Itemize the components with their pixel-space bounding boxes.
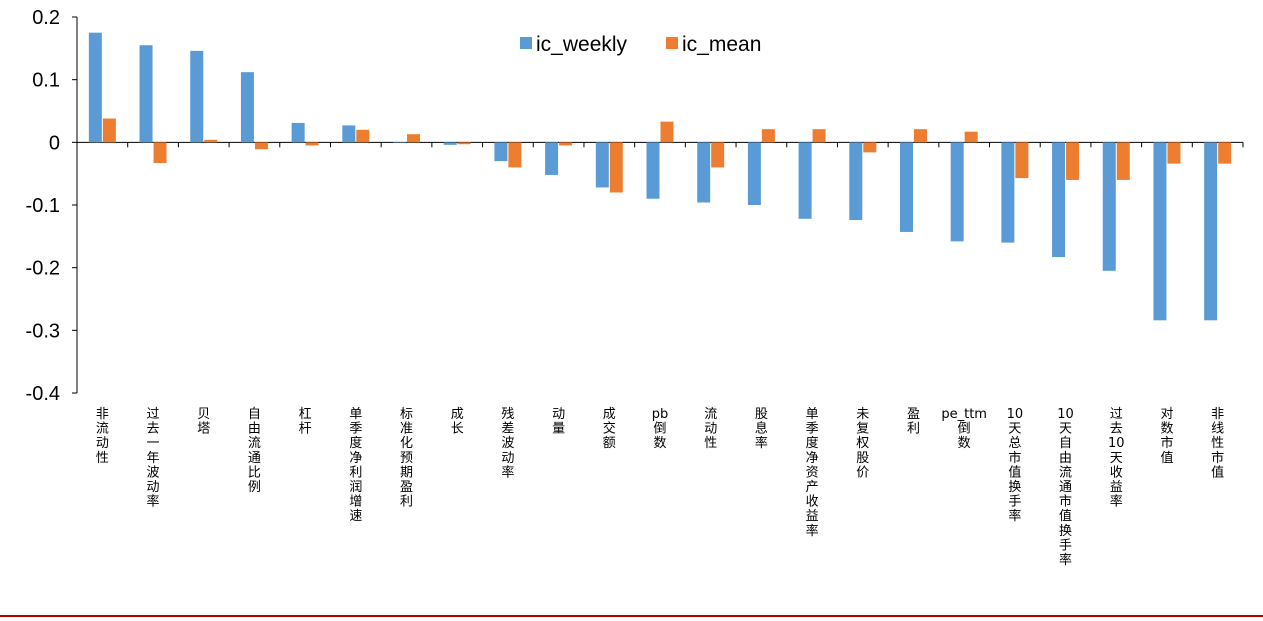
bar-ic_mean [913, 129, 927, 143]
bar-ic_weekly [1204, 142, 1218, 321]
bar-ic_weekly [798, 142, 812, 219]
bar-ic_mean [761, 129, 775, 143]
bar-ic_weekly [1153, 142, 1167, 321]
bar-ic_mean [407, 134, 421, 143]
bar-ic_weekly [545, 142, 559, 175]
y-tick-label: -0.2 [26, 258, 60, 280]
bar-ic_mean [964, 131, 978, 143]
bar-ic_weekly [697, 142, 711, 203]
legend-label-ic_mean: ic_mean [682, 33, 761, 56]
bar-ic_mean [356, 129, 370, 143]
bar-ic_mean [305, 142, 319, 146]
x-category-label: 自由流通比例 [248, 407, 261, 495]
bar-ic_weekly [342, 125, 356, 143]
bar-ic_weekly [240, 72, 254, 143]
bar-ic_weekly [139, 45, 153, 143]
axis-layer: 0.2 0.1 0 -0.1 -0.2 -0.3 -0.4 [26, 7, 1244, 405]
x-category-label: 过去一年波动率 [147, 407, 160, 510]
x-category-label: 股息率 [755, 407, 768, 451]
bars-layer [88, 32, 1232, 321]
bar-ic_weekly [494, 142, 508, 162]
x-category-label: 成交额 [603, 407, 616, 451]
x-category-label: 流动性 [704, 407, 717, 451]
bar-ic_weekly [190, 50, 204, 143]
y-tick-label: -0.3 [26, 320, 60, 342]
bar-ic_weekly [1001, 142, 1015, 243]
bar-ic_mean [102, 118, 116, 143]
bar-ic_weekly [1102, 142, 1116, 271]
x-category-label: 标准化预期盈利 [400, 407, 413, 510]
x-category-label: 过去 10 天收益率 [1108, 407, 1125, 510]
bar-ic_mean [1218, 142, 1232, 164]
bar-ic_weekly [899, 142, 913, 232]
bar-ic_weekly [1052, 142, 1066, 258]
bar-ic_mean [1167, 142, 1181, 164]
y-tick-label: 0.1 [32, 70, 60, 92]
x-category-label: 单季度净利润增速 [349, 407, 362, 524]
bar-ic_mean [457, 142, 471, 145]
bar-ic_weekly [393, 142, 407, 143]
x-category-label: 非流动性 [96, 407, 109, 466]
bar-ic_weekly [595, 142, 609, 188]
bar-ic_weekly [443, 142, 457, 145]
x-category-label: 杠杆 [299, 406, 312, 437]
y-tick-label: -0.1 [26, 195, 60, 217]
x-category-label: 10 天自由流通市值换手率 [1057, 407, 1074, 568]
bar-ic_mean [711, 142, 725, 168]
bar-ic_mean [1116, 142, 1130, 180]
footer-divider [0, 615, 1263, 617]
category-labels: 非流动性 过去一年波动率 贝塔 自由流通比例 杠杆 单季度净利润增速 标准化预期盈利 成长 残差… [96, 406, 1224, 568]
bar-ic_weekly [950, 142, 964, 242]
y-tick-label: -0.4 [26, 383, 60, 405]
x-category-label: 非线性市值 [1211, 407, 1224, 480]
bar-ic_mean [254, 142, 268, 150]
x-category-label: 成长 [451, 407, 464, 437]
x-category-label: 残差波动率 [501, 407, 514, 480]
x-category-label: pb 倒数 [652, 407, 669, 451]
bar-ic_weekly [88, 32, 102, 143]
y-tick-label: 0 [49, 132, 60, 154]
bar-ic_mean [863, 142, 877, 153]
bar-ic_mean [1015, 142, 1029, 179]
bar-ic_mean [660, 121, 674, 143]
bar-ic_mean [204, 139, 218, 143]
bar-ic_mean [1066, 142, 1080, 180]
x-category-label: 动量 [552, 407, 565, 437]
y-tick-label: 0.2 [32, 7, 60, 29]
x-category-label: 单季度净资产收益率 [806, 407, 819, 539]
legend-label-ic_weekly: ic_weekly [536, 33, 628, 56]
x-category-label: 10 天总市值换手率 [1007, 407, 1024, 524]
x-category-label: 未复权股价 [856, 407, 869, 480]
legend-swatch-ic_weekly [520, 37, 532, 49]
x-category-label: pe_ttm 倒数 [941, 407, 987, 451]
bar-ic_weekly [646, 142, 660, 199]
bar-ic_weekly [291, 122, 305, 143]
x-category-label: 盈利 [907, 407, 920, 437]
bar-ic_mean [609, 142, 623, 193]
bar-ic_mean [508, 142, 522, 168]
legend-swatch-ic_mean [666, 37, 678, 49]
legend: ic_weekly ic_mean [520, 33, 761, 56]
bar-ic_weekly [849, 142, 863, 221]
x-category-label: 贝塔 [197, 407, 210, 437]
bar-ic_mean [153, 142, 167, 164]
bar-ic_mean [812, 129, 826, 143]
bar-ic_weekly [747, 142, 761, 205]
x-category-label: 对数市值 [1160, 407, 1173, 466]
bar-ic_mean [559, 142, 573, 146]
